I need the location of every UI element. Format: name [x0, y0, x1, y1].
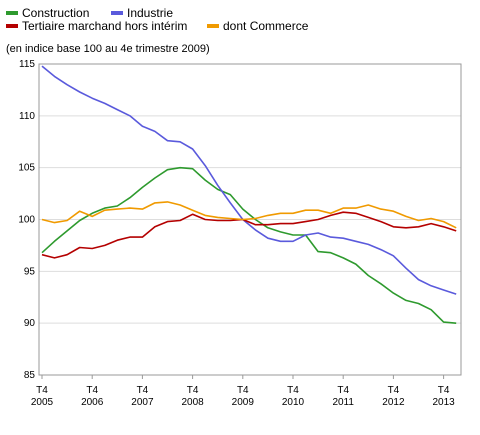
series-line-2 — [41, 211, 457, 259]
chart-subtitle: (en indice base 100 au 4e trimestre 2009… — [6, 43, 210, 55]
x-axis: T42005T42006T42007T42008T42009T42010T420… — [31, 375, 455, 408]
series-line-1 — [41, 65, 457, 295]
x-tick-label-year-2012: 2012 — [382, 397, 405, 408]
x-tick-label-quarter: T4 — [388, 385, 400, 396]
x-tick-label-year-2008: 2008 — [181, 397, 204, 408]
y-tick-label-90: 90 — [24, 318, 36, 329]
y-tick-label-110: 110 — [19, 111, 35, 122]
x-tick-label-year-2011: 2011 — [332, 397, 354, 408]
x-tick-label-quarter: T4 — [137, 385, 149, 396]
x-tick-label-quarter: T4 — [438, 385, 450, 396]
legend-label-2: Tertiaire marchand hors intérim — [22, 19, 187, 33]
y-tick-label-100: 100 — [18, 215, 35, 226]
series-lines — [41, 65, 457, 324]
y-axis: 85 90 95 100 105 110 115 — [18, 59, 35, 381]
x-tick-label-year-2006: 2006 — [81, 397, 104, 408]
x-tick-label-year-2009: 2009 — [232, 397, 255, 408]
y-tick-label-85: 85 — [24, 370, 36, 381]
x-tick-label-quarter: T4 — [187, 385, 199, 396]
x-tick-label-quarter: T4 — [287, 385, 299, 396]
x-tick-label-quarter: T4 — [237, 385, 249, 396]
y-tick-label-105: 105 — [18, 163, 35, 174]
y-tick-label-95: 95 — [24, 266, 36, 277]
x-tick-label-year-2005: 2005 — [31, 397, 54, 408]
legend-swatch-2 — [6, 24, 18, 28]
legend-label-3: dont Commerce — [223, 19, 309, 33]
x-tick-label-year-2010: 2010 — [282, 397, 305, 408]
legend-swatch-0 — [6, 11, 18, 15]
y-tick-label-115: 115 — [19, 59, 35, 70]
x-tick-label-quarter: T4 — [36, 385, 48, 396]
series-line-3 — [41, 201, 457, 229]
x-tick-label-year-2007: 2007 — [131, 397, 154, 408]
legend-swatch-3 — [207, 24, 219, 28]
x-tick-label-quarter: T4 — [337, 385, 349, 396]
legend-label-0: Construction — [22, 6, 89, 20]
series-line-0 — [41, 166, 457, 324]
plot-frame — [38, 63, 462, 376]
legend-swatch-1 — [111, 11, 123, 15]
legend-label-1: Industrie — [127, 6, 173, 20]
x-tick-label-year-2013: 2013 — [432, 397, 455, 408]
x-tick-label-quarter: T4 — [86, 385, 98, 396]
